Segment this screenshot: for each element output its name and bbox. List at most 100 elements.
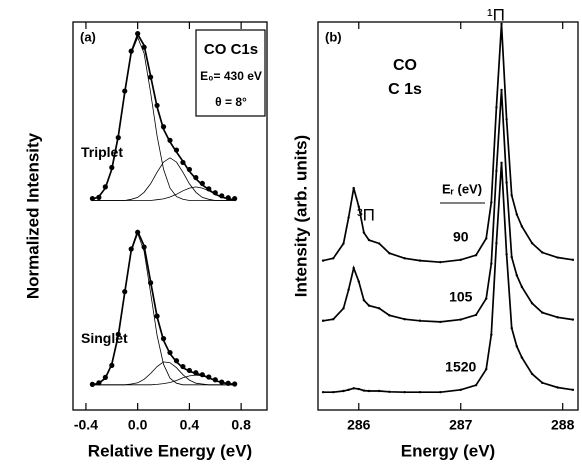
data-point bbox=[515, 213, 519, 216]
x-tick-label: 0.4 bbox=[180, 417, 200, 433]
data-point bbox=[571, 258, 575, 262]
data-point bbox=[485, 297, 488, 300]
data-point bbox=[342, 307, 345, 310]
data-point bbox=[510, 194, 513, 197]
series-label: Triplet bbox=[81, 144, 123, 160]
spectrum-line bbox=[92, 374, 235, 386]
series-label: 105 bbox=[449, 288, 473, 304]
data-point bbox=[495, 241, 498, 245]
x-tick-label: 288 bbox=[551, 417, 575, 433]
series-label: 90 bbox=[453, 229, 469, 245]
data-point bbox=[459, 388, 462, 392]
data-point bbox=[571, 318, 575, 321]
data-point bbox=[332, 390, 335, 394]
data-point bbox=[505, 118, 508, 121]
data-point bbox=[367, 304, 371, 307]
spectrum-line bbox=[92, 32, 235, 201]
data-point bbox=[357, 280, 360, 283]
y-axis-label: Intensity (arb. units) bbox=[291, 135, 310, 297]
data-point bbox=[541, 381, 544, 385]
data-point bbox=[388, 390, 391, 393]
data-point bbox=[500, 88, 503, 92]
series-label: 1520 bbox=[445, 359, 476, 375]
annotation: E₀= 430 eV bbox=[200, 69, 262, 83]
data-point bbox=[418, 259, 422, 262]
spectrum-line bbox=[92, 36, 235, 201]
data-point bbox=[490, 201, 493, 204]
annotation-box bbox=[195, 29, 266, 117]
data-point bbox=[347, 216, 350, 219]
data-point bbox=[485, 368, 488, 371]
data-point bbox=[459, 318, 462, 321]
x-tick-label: 0.0 bbox=[128, 417, 148, 433]
data-point bbox=[332, 257, 335, 260]
annotation: CO bbox=[393, 57, 417, 74]
data-point bbox=[321, 319, 325, 322]
x-tick-label: -0.4 bbox=[74, 417, 98, 433]
data-point bbox=[439, 260, 442, 264]
data-point bbox=[367, 238, 371, 242]
data-point bbox=[510, 326, 513, 330]
plot-frame bbox=[72, 21, 268, 411]
data-point bbox=[459, 258, 462, 262]
data-point bbox=[505, 253, 508, 256]
data-point bbox=[515, 345, 519, 348]
data-point bbox=[357, 387, 360, 391]
data-point bbox=[474, 253, 478, 257]
series-label: Singlet bbox=[81, 330, 128, 346]
data-point bbox=[556, 316, 559, 319]
x-axis-label: Energy (eV) bbox=[401, 441, 495, 460]
data-point bbox=[352, 186, 355, 190]
annotation: ¹Π bbox=[487, 5, 505, 24]
x-tick-label: 287 bbox=[449, 417, 473, 433]
data-point bbox=[357, 205, 360, 208]
data-point bbox=[352, 387, 355, 390]
data-point bbox=[377, 389, 381, 393]
data-point bbox=[321, 259, 325, 262]
data-point bbox=[367, 389, 371, 393]
annotation: Eᵣ (eV) bbox=[442, 181, 482, 196]
data-point bbox=[362, 298, 366, 302]
data-point bbox=[362, 389, 366, 392]
annotation: C 1s bbox=[388, 81, 422, 98]
x-tick-label: 286 bbox=[347, 417, 371, 433]
data-point bbox=[362, 231, 366, 234]
data-point bbox=[377, 242, 381, 245]
annotation: θ = 8° bbox=[215, 95, 247, 109]
data-point bbox=[418, 390, 422, 394]
data-point bbox=[332, 318, 335, 321]
data-point bbox=[439, 390, 442, 394]
spectrum-line bbox=[322, 23, 574, 264]
data-point bbox=[500, 161, 503, 165]
data-point bbox=[347, 388, 350, 392]
data-point bbox=[571, 388, 575, 392]
data-point bbox=[490, 333, 493, 336]
data-point bbox=[474, 313, 478, 317]
annotation: CO C1s bbox=[204, 41, 258, 58]
data-point bbox=[352, 266, 355, 270]
data-point bbox=[342, 242, 345, 245]
data-point bbox=[342, 389, 345, 393]
plot-frame bbox=[317, 21, 579, 411]
data-point bbox=[377, 307, 381, 310]
data-point bbox=[418, 319, 422, 322]
data-point bbox=[556, 256, 559, 259]
data-point bbox=[541, 251, 544, 254]
data-point bbox=[321, 390, 325, 394]
data-point bbox=[530, 241, 534, 245]
data-point bbox=[495, 169, 498, 173]
data-point bbox=[490, 262, 493, 265]
data-point bbox=[530, 372, 534, 376]
y-axis-label: Normalized Intensity bbox=[23, 132, 42, 299]
data-point bbox=[520, 285, 524, 289]
data-point bbox=[505, 181, 508, 184]
data-point bbox=[485, 237, 488, 240]
panel-label: (a) bbox=[80, 29, 96, 44]
data-point bbox=[530, 302, 534, 305]
data-point bbox=[500, 22, 503, 26]
data-point bbox=[388, 314, 391, 317]
data-point bbox=[403, 318, 406, 321]
data-point bbox=[556, 386, 559, 389]
data-point bbox=[388, 252, 391, 255]
